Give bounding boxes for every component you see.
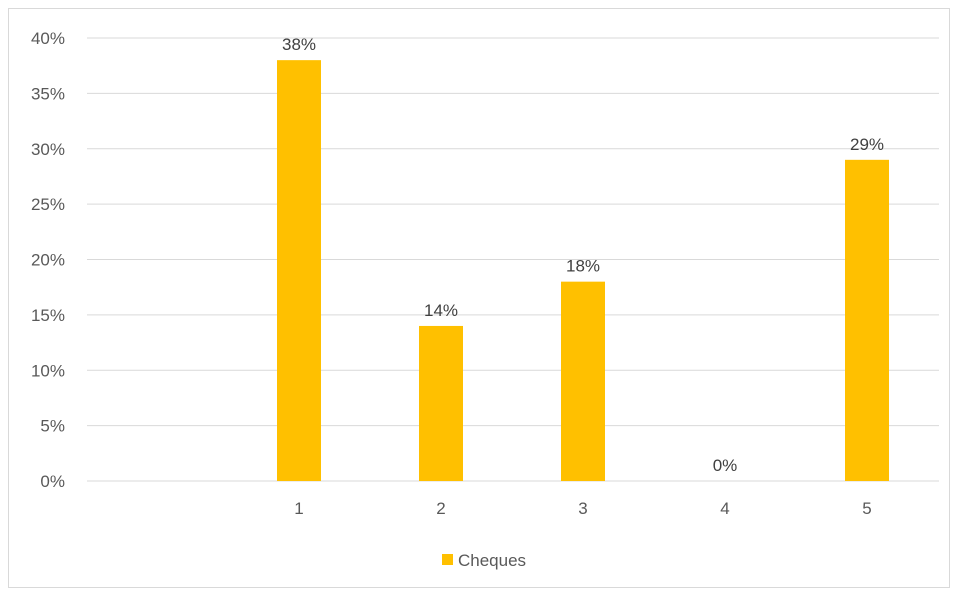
x-tick-label-1: 1 [294,499,303,518]
y-tick-label: 10% [31,361,65,380]
y-tick-label: 0% [40,472,65,491]
bar-3 [561,281,605,481]
chart-frame: 0% 5% 10% 15% 20% 25% 30% 35% 40% 38% 14% 18% 0% 29%… [8,8,950,588]
data-label-4: 0% [713,456,738,475]
x-axis-tick-labels: 1 2 3 4 5 [294,499,871,518]
x-tick-label-4: 4 [720,499,729,518]
y-tick-label: 5% [40,417,65,436]
y-tick-label: 20% [31,251,65,270]
y-tick-label: 30% [31,140,65,159]
bar-5 [845,159,889,481]
data-label-1: 38% [282,35,316,54]
legend-swatch-cheques [442,554,453,565]
x-tick-label-5: 5 [862,499,871,518]
bars [277,60,889,482]
y-tick-label: 15% [31,306,65,325]
bar-2 [419,325,463,481]
x-tick-label-3: 3 [578,499,587,518]
gridlines [87,37,939,482]
legend-label-cheques: Cheques [458,551,526,570]
y-axis-tick-labels: 0% 5% 10% 15% 20% 25% 30% 35% 40% [31,29,65,491]
y-tick-label: 25% [31,195,65,214]
data-label-2: 14% [424,301,458,320]
data-labels: 38% 14% 18% 0% 29% [282,35,884,475]
y-tick-label: 35% [31,84,65,103]
x-tick-label-2: 2 [436,499,445,518]
data-label-3: 18% [566,257,600,276]
data-label-5: 29% [850,135,884,154]
bar-chart: 0% 5% 10% 15% 20% 25% 30% 35% 40% 38% 14% 18% 0% 29%… [31,29,939,570]
legend: Cheques [442,551,526,570]
y-tick-label: 40% [31,29,65,48]
bar-1 [277,60,321,482]
